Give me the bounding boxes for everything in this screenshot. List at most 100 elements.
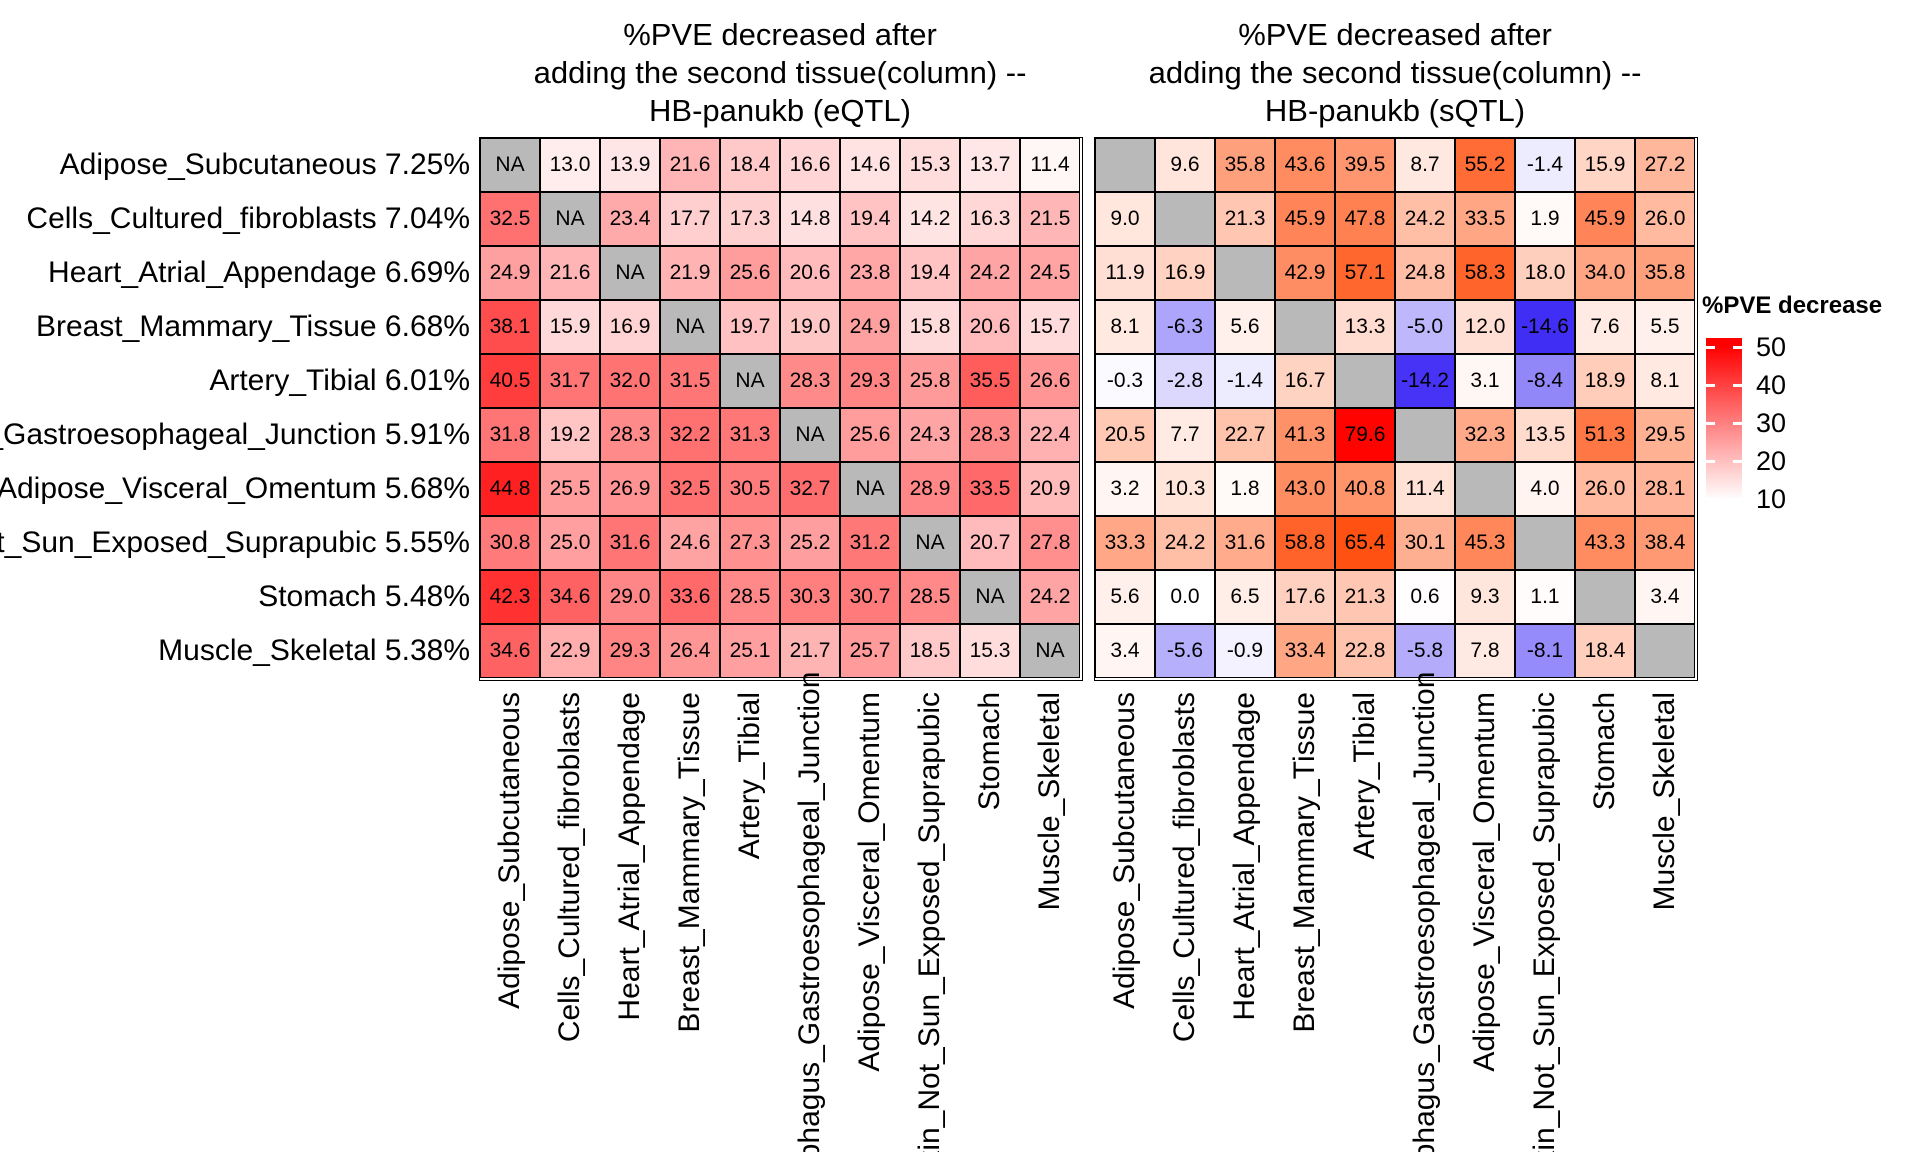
legend-tick-mark <box>1706 421 1715 425</box>
panel-title-eqtl: %PVE decreased after adding the second t… <box>480 16 1080 130</box>
column-label: Muscle_Skeletal <box>1033 692 1066 911</box>
heatmap-cell: 30.1 <box>1395 516 1455 570</box>
heatmap-cell <box>1455 462 1515 516</box>
heatmap-cell: 16.9 <box>1155 246 1215 300</box>
heatmap-cell: 19.0 <box>780 300 840 354</box>
heatmap-cell: 15.9 <box>1575 138 1635 192</box>
heatmap-cell: NA <box>600 246 660 300</box>
legend-tick-mark <box>1706 497 1715 501</box>
heatmap-cell: 16.7 <box>1275 354 1335 408</box>
heatmap-cell: 28.9 <box>900 462 960 516</box>
heatmap-cell: 9.6 <box>1155 138 1215 192</box>
column-label: Artery_Tibial <box>1348 692 1381 860</box>
heatmap-cell: 25.2 <box>780 516 840 570</box>
heatmap-cell: 27.3 <box>720 516 780 570</box>
heatmap-cell: 18.4 <box>1575 624 1635 678</box>
heatmap-cell: 24.2 <box>1395 192 1455 246</box>
heatmap-cell: 25.6 <box>720 246 780 300</box>
row-label: Breast_Mammary_Tissue 6.68% <box>35 310 470 343</box>
heatmap-cell: 55.2 <box>1455 138 1515 192</box>
heatmap-cell <box>1275 300 1335 354</box>
heatmap-cell: 25.7 <box>840 624 900 678</box>
heatmap-cell: NA <box>840 462 900 516</box>
heatmap-cell: 28.1 <box>1635 462 1695 516</box>
column-label: Cells_Cultured_fibroblasts <box>1168 692 1201 1043</box>
heatmap-cell: 28.5 <box>720 570 780 624</box>
heatmap-cell: 24.3 <box>900 408 960 462</box>
legend-tick-label: 10 <box>1756 484 1787 514</box>
column-label: Stomach <box>973 692 1006 811</box>
heatmap-cell: 22.7 <box>1215 408 1275 462</box>
heatmap-cell: 17.7 <box>660 192 720 246</box>
heatmap-cell: 22.9 <box>540 624 600 678</box>
heatmap-cell: 38.1 <box>480 300 540 354</box>
legend-tick-mark <box>1733 497 1742 501</box>
heatmap-cell: 11.4 <box>1020 138 1080 192</box>
heatmap-cell: 21.5 <box>1020 192 1080 246</box>
heatmap-cell: 31.8 <box>480 408 540 462</box>
heatmap-cell: 21.6 <box>540 246 600 300</box>
heatmap-cell: 26.6 <box>1020 354 1080 408</box>
heatmap-cell: 47.8 <box>1335 192 1395 246</box>
column-label: Skin_Not_Sun_Exposed_Suprapubic <box>1528 692 1561 1152</box>
heatmap-cell: 33.5 <box>960 462 1020 516</box>
legend-tick-mark <box>1706 459 1715 463</box>
heatmap-cell: 17.3 <box>720 192 780 246</box>
heatmap-cell: 28.3 <box>600 408 660 462</box>
heatmap-cell: -5.8 <box>1395 624 1455 678</box>
heatmap-cell: 15.8 <box>900 300 960 354</box>
heatmap-cell <box>1635 624 1695 678</box>
heatmap-cell: 10.3 <box>1155 462 1215 516</box>
legend-tick-mark <box>1733 421 1742 425</box>
heatmap-cell <box>1155 192 1215 246</box>
panel-title-sqtl-line3: HB-panukb (sQTL) <box>1264 93 1526 128</box>
heatmap-cell: 31.3 <box>720 408 780 462</box>
heatmap-cell: 24.2 <box>960 246 1020 300</box>
heatmap-cell: 26.0 <box>1635 192 1695 246</box>
heatmap-cell: 23.8 <box>840 246 900 300</box>
heatmap-cell: 35.5 <box>960 354 1020 408</box>
heatmap-cell: 20.6 <box>960 300 1020 354</box>
heatmap-cell: 13.5 <box>1515 408 1575 462</box>
heatmap-cell: 30.3 <box>780 570 840 624</box>
panel-title-sqtl-line2: adding the second tissue(column) -- <box>1148 55 1642 90</box>
row-label: Skin_Not_Sun_Exposed_Suprapubic 5.55% <box>0 526 470 559</box>
legend-tick-mark <box>1733 345 1742 349</box>
heatmap-cell: 25.0 <box>540 516 600 570</box>
heatmap-cell: NA <box>720 354 780 408</box>
heatmap-cell: 33.5 <box>1455 192 1515 246</box>
heatmap-cell: 34.6 <box>480 624 540 678</box>
heatmap-cell: 42.3 <box>480 570 540 624</box>
heatmap-cell: 20.6 <box>780 246 840 300</box>
heatmap-cell: 1.8 <box>1215 462 1275 516</box>
heatmap-cell: NA <box>480 138 540 192</box>
column-label: Muscle_Skeletal <box>1648 692 1681 911</box>
heatmap-cell: 31.6 <box>1215 516 1275 570</box>
heatmap-cell: 13.3 <box>1335 300 1395 354</box>
heatmap-cell: 24.2 <box>1155 516 1215 570</box>
heatmap-cell: 25.5 <box>540 462 600 516</box>
heatmap-cell: 3.2 <box>1095 462 1155 516</box>
heatmap-cell: 43.0 <box>1275 462 1335 516</box>
heatmap-cell: 30.8 <box>480 516 540 570</box>
heatmap-cell: 4.0 <box>1515 462 1575 516</box>
legend-title: %PVE decrease <box>1702 292 1883 319</box>
heatmap-cell: 7.8 <box>1455 624 1515 678</box>
heatmap-cell: 9.3 <box>1455 570 1515 624</box>
heatmap-cell: 18.9 <box>1575 354 1635 408</box>
heatmap-cell: 58.3 <box>1455 246 1515 300</box>
heatmap-cell: 22.8 <box>1335 624 1395 678</box>
heatmap-cell: 33.4 <box>1275 624 1335 678</box>
column-label: Esophagus_Gastroesophageal_Junction <box>1408 671 1441 1152</box>
heatmap-cell <box>1335 354 1395 408</box>
heatmap-cell: 18.4 <box>720 138 780 192</box>
heatmap-cell: -6.3 <box>1155 300 1215 354</box>
heatmap-cell: 25.8 <box>900 354 960 408</box>
heatmap-cell: 11.9 <box>1095 246 1155 300</box>
column-label: Skin_Not_Sun_Exposed_Suprapubic <box>913 692 946 1152</box>
column-label: Cells_Cultured_fibroblasts <box>553 692 586 1043</box>
column-label: Heart_Atrial_Appendage <box>613 692 646 1021</box>
heatmap-cell: 25.1 <box>720 624 780 678</box>
heatmap-cell: 24.6 <box>660 516 720 570</box>
